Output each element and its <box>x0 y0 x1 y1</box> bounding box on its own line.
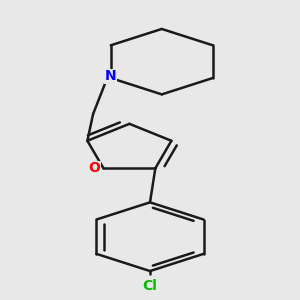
Text: N: N <box>105 69 117 83</box>
Text: Cl: Cl <box>142 279 158 293</box>
Text: O: O <box>89 161 100 175</box>
